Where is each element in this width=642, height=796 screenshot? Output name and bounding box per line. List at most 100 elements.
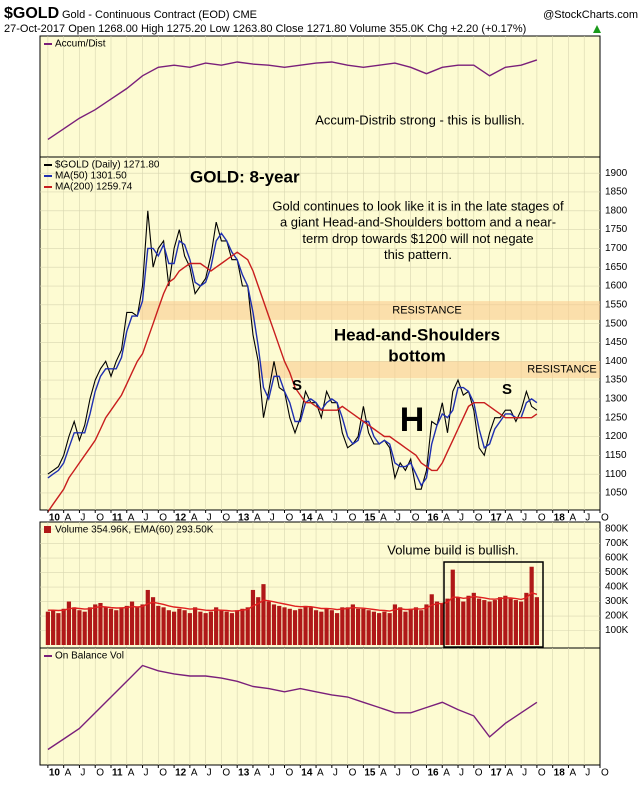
x-tick-label: A [65, 768, 72, 779]
y-tick-label: 700K [605, 538, 629, 549]
series-line [47, 251, 538, 513]
x-tick-label: 14 [301, 768, 313, 779]
x-tick-label: O [475, 768, 483, 779]
y-tick-label: 1300 [605, 394, 628, 405]
volume-bar [245, 607, 250, 645]
volume-bar [313, 610, 319, 645]
legend-entry: $GOLD (Daily) 1271.80 [55, 160, 160, 171]
x-tick-label: 11 [112, 768, 123, 779]
volume-bar [156, 605, 161, 645]
volume-bar [140, 604, 145, 645]
volume-bar [350, 604, 355, 645]
y-tick-label: 800K [605, 524, 629, 535]
volume-bar [324, 608, 329, 645]
volume-bar [135, 607, 140, 645]
volume-bar [440, 602, 445, 645]
panel-title: On Balance Vol [55, 651, 124, 662]
volume-bar [366, 610, 371, 645]
annotation: Accum-Distrib strong - this is bullish. [315, 112, 525, 127]
volume-bar [250, 589, 256, 645]
resistance-band [140, 301, 600, 320]
x-tick-label: J [585, 768, 590, 779]
x-tick-label: 11 [112, 513, 123, 524]
volume-bar [56, 613, 61, 645]
x-tick-label: J [80, 768, 85, 779]
y-tick-label: 1500 [605, 318, 628, 329]
volume-bar [208, 611, 213, 645]
volume-bar [524, 592, 529, 645]
subtitle: Gold - Continuous Contract (EOD) CME [62, 9, 257, 21]
y-tick-label: 1150 [605, 450, 627, 461]
volume-bar [419, 610, 424, 645]
x-tick-label: O [601, 513, 609, 524]
x-tick-label: 13 [238, 513, 250, 524]
volume-bar [413, 607, 419, 645]
up-arrow [593, 25, 601, 33]
y-tick-label: 500K [605, 567, 629, 578]
x-tick-label: 13 [238, 768, 250, 779]
x-tick-label: J [585, 513, 590, 524]
x-tick-label: O [538, 768, 546, 779]
band-label: RESISTANCE [392, 304, 461, 316]
x-tick-label: O [475, 513, 483, 524]
panel-title: Accum/Dist [55, 39, 106, 50]
y-tick-label: 600K [605, 553, 629, 564]
volume-bar [382, 611, 387, 645]
volume-bar [519, 601, 524, 645]
y-tick-label: 200K [605, 611, 629, 622]
x-tick-label: A [443, 768, 450, 779]
x-tick-label: O [222, 513, 230, 524]
panel [39, 35, 601, 158]
volume-bar [129, 601, 135, 645]
volume-bar [513, 600, 518, 645]
volume-bar [182, 610, 187, 645]
volume-bar [282, 607, 287, 645]
volume-bar [150, 597, 156, 645]
volume-bar [482, 600, 487, 645]
x-tick-label: A [191, 513, 198, 524]
series-line [47, 59, 538, 140]
x-tick-label: 17 [491, 513, 503, 524]
volume-bar [408, 608, 413, 645]
volume-bar [235, 610, 240, 645]
x-tick-label: A [254, 768, 261, 779]
x-tick-label: A [317, 768, 324, 779]
volume-bar [461, 601, 466, 645]
x-tick-label: O [538, 513, 546, 524]
x-tick-label: A [254, 513, 261, 524]
x-tick-label: 15 [364, 768, 376, 779]
volume-bar [356, 608, 361, 645]
volume-bar [193, 607, 198, 645]
volume-bar [198, 611, 203, 645]
volume-bar [203, 613, 208, 645]
volume-bar [224, 611, 229, 645]
x-tick-label: J [270, 768, 275, 779]
volume-bar [98, 602, 103, 645]
volume-bar [166, 610, 171, 645]
volume-bar [77, 610, 82, 645]
panel [39, 156, 601, 511]
x-tick-label: 12 [175, 768, 187, 779]
series-line [47, 592, 538, 612]
volume-bar [171, 611, 177, 645]
x-tick-label: 17 [491, 768, 503, 779]
volume-bar [492, 600, 497, 645]
band-label: RESISTANCE [527, 364, 596, 376]
y-tick-label: 1900 [605, 168, 628, 179]
x-tick-label: 10 [49, 513, 61, 524]
volume-bar [103, 607, 108, 645]
volume-bar [424, 604, 429, 645]
x-tick-label: O [349, 513, 357, 524]
volume-bar [292, 610, 298, 645]
volume-bar [266, 601, 271, 645]
series-line [47, 664, 538, 751]
volume-bar [177, 608, 182, 645]
y-tick-label: 1250 [605, 412, 628, 423]
x-tick-label: J [333, 768, 338, 779]
legend-entry: MA(200) 1259.74 [55, 182, 133, 193]
volume-bar [124, 605, 129, 645]
volume-bar [476, 598, 482, 645]
symbol: $GOLD [4, 5, 59, 22]
resistance-band [258, 361, 600, 379]
volume-bar [340, 607, 345, 645]
